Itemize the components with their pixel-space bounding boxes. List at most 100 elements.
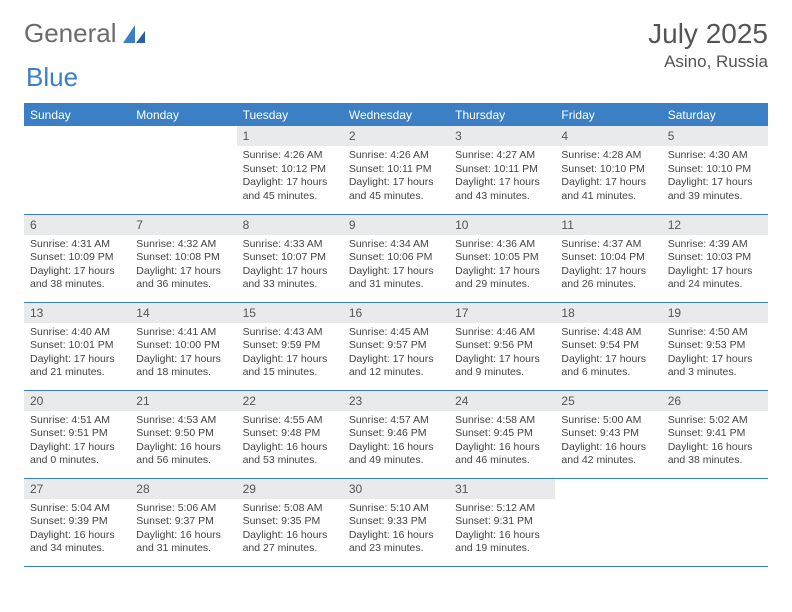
calendar-cell: 30Sunrise: 5:10 AMSunset: 9:33 PMDayligh…: [343, 478, 449, 566]
day-body: Sunrise: 4:27 AMSunset: 10:11 PMDaylight…: [449, 146, 555, 210]
day-body: Sunrise: 4:51 AMSunset: 9:51 PMDaylight:…: [24, 411, 130, 475]
day-number: 5: [662, 126, 768, 146]
day-body: Sunrise: 4:45 AMSunset: 9:57 PMDaylight:…: [343, 323, 449, 387]
calendar-cell: 14Sunrise: 4:41 AMSunset: 10:00 PMDaylig…: [130, 302, 236, 390]
day-body: Sunrise: 4:43 AMSunset: 9:59 PMDaylight:…: [237, 323, 343, 387]
day-header: Saturday: [662, 104, 768, 126]
day-body: Sunrise: 4:53 AMSunset: 9:50 PMDaylight:…: [130, 411, 236, 475]
day-body: Sunrise: 4:58 AMSunset: 9:45 PMDaylight:…: [449, 411, 555, 475]
day-number: 27: [24, 479, 130, 499]
calendar-cell: 5Sunrise: 4:30 AMSunset: 10:10 PMDayligh…: [662, 126, 768, 214]
day-body: Sunrise: 5:02 AMSunset: 9:41 PMDaylight:…: [662, 411, 768, 475]
day-body: Sunrise: 4:30 AMSunset: 10:10 PMDaylight…: [662, 146, 768, 210]
day-number: 10: [449, 215, 555, 235]
calendar-week: 27Sunrise: 5:04 AMSunset: 9:39 PMDayligh…: [24, 478, 768, 566]
day-number: 26: [662, 391, 768, 411]
sunrise-line: Sunrise: 4:27 AM: [455, 149, 549, 163]
sunset-line: Sunset: 9:45 PM: [455, 427, 549, 441]
sunset-line: Sunset: 10:05 PM: [455, 251, 549, 265]
sunrise-line: Sunrise: 4:48 AM: [561, 326, 655, 340]
day-number: 25: [555, 391, 661, 411]
sunset-line: Sunset: 9:51 PM: [30, 427, 124, 441]
logo-text-general: General: [24, 18, 117, 49]
daylight-line: Daylight: 17 hours and 45 minutes.: [349, 176, 443, 203]
sunset-line: Sunset: 10:10 PM: [561, 163, 655, 177]
day-body: Sunrise: 5:00 AMSunset: 9:43 PMDaylight:…: [555, 411, 661, 475]
sunset-line: Sunset: 9:57 PM: [349, 339, 443, 353]
sunrise-line: Sunrise: 4:26 AM: [243, 149, 337, 163]
calendar-cell: 19Sunrise: 4:50 AMSunset: 9:53 PMDayligh…: [662, 302, 768, 390]
sunrise-line: Sunrise: 4:26 AM: [349, 149, 443, 163]
sunrise-line: Sunrise: 4:32 AM: [136, 238, 230, 252]
sunset-line: Sunset: 10:11 PM: [455, 163, 549, 177]
sunset-line: Sunset: 9:53 PM: [668, 339, 762, 353]
day-number: 18: [555, 303, 661, 323]
sunrise-line: Sunrise: 4:46 AM: [455, 326, 549, 340]
day-number: 16: [343, 303, 449, 323]
daylight-line: Daylight: 16 hours and 56 minutes.: [136, 441, 230, 468]
calendar-cell: 12Sunrise: 4:39 AMSunset: 10:03 PMDaylig…: [662, 214, 768, 302]
sunrise-line: Sunrise: 5:02 AM: [668, 414, 762, 428]
calendar-cell: 15Sunrise: 4:43 AMSunset: 9:59 PMDayligh…: [237, 302, 343, 390]
sunset-line: Sunset: 9:48 PM: [243, 427, 337, 441]
sunset-line: Sunset: 9:50 PM: [136, 427, 230, 441]
calendar-week: 20Sunrise: 4:51 AMSunset: 9:51 PMDayligh…: [24, 390, 768, 478]
sunrise-line: Sunrise: 4:53 AM: [136, 414, 230, 428]
sunset-line: Sunset: 10:03 PM: [668, 251, 762, 265]
calendar-cell: 28Sunrise: 5:06 AMSunset: 9:37 PMDayligh…: [130, 478, 236, 566]
day-body: Sunrise: 4:37 AMSunset: 10:04 PMDaylight…: [555, 235, 661, 299]
calendar-cell: 25Sunrise: 5:00 AMSunset: 9:43 PMDayligh…: [555, 390, 661, 478]
day-number: 1: [237, 126, 343, 146]
calendar-cell: 2Sunrise: 4:26 AMSunset: 10:11 PMDayligh…: [343, 126, 449, 214]
calendar-cell: 1Sunrise: 4:26 AMSunset: 10:12 PMDayligh…: [237, 126, 343, 214]
calendar-cell: 29Sunrise: 5:08 AMSunset: 9:35 PMDayligh…: [237, 478, 343, 566]
day-number: 17: [449, 303, 555, 323]
daylight-line: Daylight: 17 hours and 21 minutes.: [30, 353, 124, 380]
location: Asino, Russia: [648, 52, 768, 72]
sunrise-line: Sunrise: 4:28 AM: [561, 149, 655, 163]
calendar-cell: 10Sunrise: 4:36 AMSunset: 10:05 PMDaylig…: [449, 214, 555, 302]
calendar-cell: 31Sunrise: 5:12 AMSunset: 9:31 PMDayligh…: [449, 478, 555, 566]
sunset-line: Sunset: 9:54 PM: [561, 339, 655, 353]
calendar-cell: 27Sunrise: 5:04 AMSunset: 9:39 PMDayligh…: [24, 478, 130, 566]
day-number: 20: [24, 391, 130, 411]
sunrise-line: Sunrise: 4:40 AM: [30, 326, 124, 340]
sunrise-line: Sunrise: 5:08 AM: [243, 502, 337, 516]
sunset-line: Sunset: 9:37 PM: [136, 515, 230, 529]
sunset-line: Sunset: 9:59 PM: [243, 339, 337, 353]
sunrise-line: Sunrise: 5:06 AM: [136, 502, 230, 516]
day-body: Sunrise: 5:06 AMSunset: 9:37 PMDaylight:…: [130, 499, 236, 563]
day-body: Sunrise: 4:26 AMSunset: 10:12 PMDaylight…: [237, 146, 343, 210]
daylight-line: Daylight: 17 hours and 15 minutes.: [243, 353, 337, 380]
day-number: 11: [555, 215, 661, 235]
calendar-week: 13Sunrise: 4:40 AMSunset: 10:01 PMDaylig…: [24, 302, 768, 390]
daylight-line: Daylight: 17 hours and 9 minutes.: [455, 353, 549, 380]
calendar-cell: 9Sunrise: 4:34 AMSunset: 10:06 PMDayligh…: [343, 214, 449, 302]
sunrise-line: Sunrise: 4:50 AM: [668, 326, 762, 340]
day-number: 31: [449, 479, 555, 499]
day-number: 21: [130, 391, 236, 411]
calendar-cell: [662, 478, 768, 566]
sunset-line: Sunset: 10:10 PM: [668, 163, 762, 177]
daylight-line: Daylight: 17 hours and 45 minutes.: [243, 176, 337, 203]
day-number: 12: [662, 215, 768, 235]
day-header: Friday: [555, 104, 661, 126]
sunset-line: Sunset: 9:31 PM: [455, 515, 549, 529]
day-number: 3: [449, 126, 555, 146]
daylight-line: Daylight: 17 hours and 41 minutes.: [561, 176, 655, 203]
sunrise-line: Sunrise: 4:34 AM: [349, 238, 443, 252]
calendar-week: 6Sunrise: 4:31 AMSunset: 10:09 PMDayligh…: [24, 214, 768, 302]
daylight-line: Daylight: 16 hours and 49 minutes.: [349, 441, 443, 468]
sunset-line: Sunset: 9:39 PM: [30, 515, 124, 529]
day-number: 13: [24, 303, 130, 323]
day-number: 19: [662, 303, 768, 323]
day-body: Sunrise: 4:41 AMSunset: 10:00 PMDaylight…: [130, 323, 236, 387]
sunset-line: Sunset: 10:01 PM: [30, 339, 124, 353]
day-number: 15: [237, 303, 343, 323]
calendar-cell: 3Sunrise: 4:27 AMSunset: 10:11 PMDayligh…: [449, 126, 555, 214]
calendar-cell: 21Sunrise: 4:53 AMSunset: 9:50 PMDayligh…: [130, 390, 236, 478]
day-header: Monday: [130, 104, 236, 126]
daylight-line: Daylight: 17 hours and 38 minutes.: [30, 265, 124, 292]
day-number: 23: [343, 391, 449, 411]
daylight-line: Daylight: 16 hours and 46 minutes.: [455, 441, 549, 468]
